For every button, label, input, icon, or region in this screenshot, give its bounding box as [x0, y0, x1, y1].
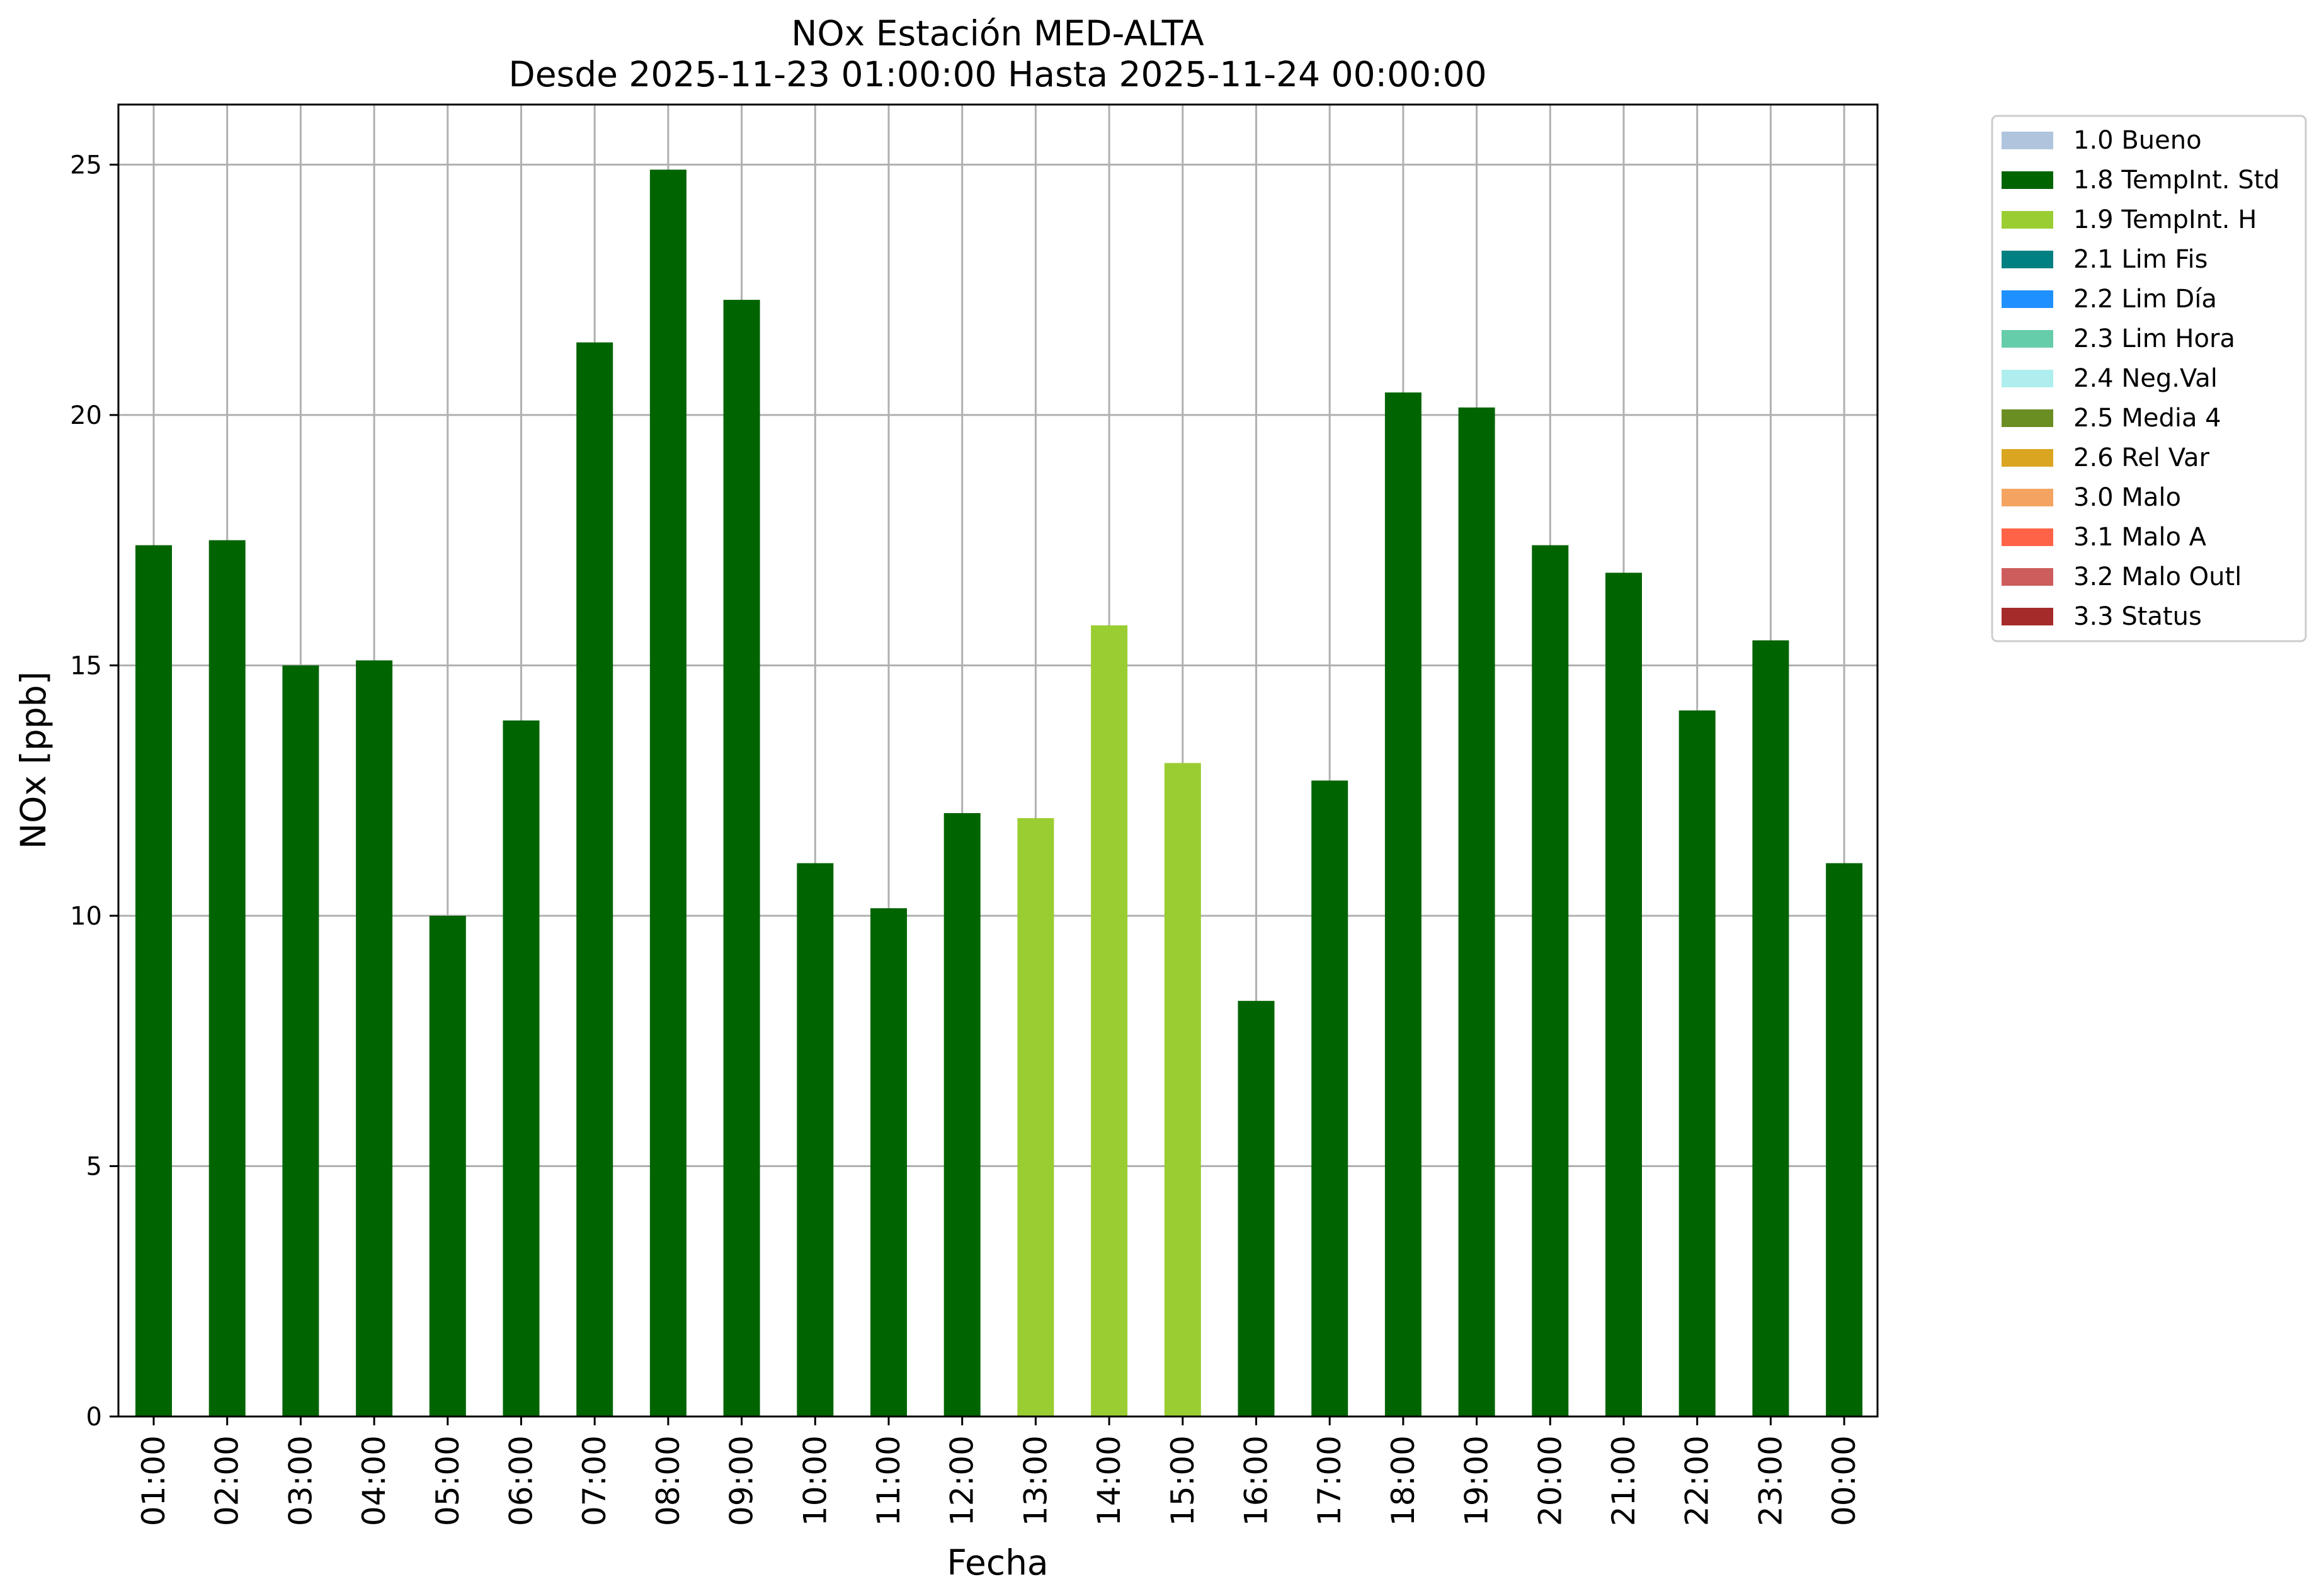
legend-label-1.0: 1.0 Bueno — [2073, 126, 2202, 155]
x-tick-label: 06:00 — [503, 1435, 540, 1526]
legend-swatch-2.1 — [2002, 251, 2053, 268]
y-axis: 0 5 10 15 20 25 — [70, 151, 118, 1432]
x-tick-label: 00:00 — [1826, 1435, 1862, 1526]
legend-swatch-2.3 — [2002, 330, 2053, 348]
bar-08:00 — [649, 169, 687, 1416]
y-tick-label: 15 — [70, 651, 102, 680]
bar-19:00 — [1458, 407, 1495, 1417]
bar-18:00 — [1384, 392, 1422, 1416]
legend-label-2.2: 2.2 Lim Día — [2073, 285, 2217, 314]
x-tick-label: 21:00 — [1605, 1435, 1642, 1526]
y-axis-label: NOx [ppb] — [13, 671, 54, 849]
y-tick-label: 20 — [70, 401, 102, 430]
x-axis-label: Fecha — [947, 1542, 1048, 1583]
legend-swatch-1.0 — [2002, 132, 2053, 149]
x-tick-label: 02:00 — [209, 1435, 246, 1526]
bar-00:00 — [1826, 863, 1863, 1416]
legend-swatch-3.0 — [2002, 489, 2053, 506]
bar-09:00 — [723, 300, 760, 1416]
x-tick-label: 09:00 — [724, 1435, 760, 1526]
x-tick-label: 23:00 — [1752, 1435, 1789, 1526]
bar-02:00 — [208, 540, 246, 1416]
y-tick-label: 5 — [86, 1152, 102, 1181]
x-tick-label: 01:00 — [135, 1435, 172, 1526]
bar-01:00 — [135, 545, 172, 1417]
legend-label-2.4: 2.4 Neg.Val — [2073, 364, 2218, 393]
bar-04:00 — [356, 660, 393, 1416]
legend-label-2.3: 2.3 Lim Hora — [2073, 324, 2235, 353]
legend-swatch-3.3 — [2002, 608, 2053, 625]
legend-frame — [1991, 115, 2307, 642]
legend-swatch-2.4 — [2002, 370, 2053, 387]
x-tick-label: 10:00 — [797, 1435, 833, 1526]
x-tick-label: 04:00 — [356, 1435, 392, 1526]
legend-label-3.2: 3.2 Malo Outl — [2073, 562, 2242, 591]
bar-22:00 — [1678, 710, 1716, 1416]
legend-label-3.1: 3.1 Malo A — [2073, 523, 2207, 552]
bar-03:00 — [282, 665, 319, 1416]
x-tick-label: 08:00 — [650, 1435, 687, 1526]
bar-07:00 — [576, 342, 613, 1417]
y-tick-label: 10 — [70, 902, 102, 931]
x-tick-label: 20:00 — [1532, 1435, 1568, 1526]
bars — [135, 169, 1863, 1417]
x-tick-label: 12:00 — [944, 1435, 981, 1526]
x-tick-label: 05:00 — [430, 1435, 466, 1526]
bar-16:00 — [1238, 1001, 1275, 1416]
legend-swatch-3.1 — [2002, 528, 2053, 546]
legend-swatch-1.9 — [2002, 211, 2053, 229]
x-tick-label: 14:00 — [1091, 1435, 1127, 1526]
x-tick-label: 17:00 — [1311, 1435, 1348, 1526]
legend-label-3.0: 3.0 Malo — [2073, 483, 2181, 512]
chart-title: NOx Estación MED-ALTA — [791, 13, 1204, 54]
bar-14:00 — [1091, 625, 1128, 1416]
legend: 1.0 Bueno 1.8 TempInt. Std 1.9 TempInt. H 2… — [1991, 115, 2307, 642]
x-tick-label: 15:00 — [1165, 1435, 1201, 1526]
x-axis: 01:00 02:00 03:00 04:00 05:00 06:00 07:00 08:00… — [135, 1416, 1862, 1526]
legend-label-1.8: 1.8 TempInt. Std — [2073, 166, 2280, 195]
bar-21:00 — [1605, 573, 1642, 1417]
bar-13:00 — [1017, 818, 1054, 1416]
legend-swatch-1.8 — [2002, 171, 2053, 189]
x-tick-label: 22:00 — [1679, 1435, 1716, 1526]
plot-area-frame — [117, 103, 1879, 1418]
y-tick-label: 0 — [86, 1403, 102, 1432]
bar-06:00 — [503, 720, 540, 1416]
legend-swatch-3.2 — [2002, 568, 2053, 586]
bar-10:00 — [797, 863, 834, 1416]
legend-swatch-2.6 — [2002, 449, 2053, 467]
x-tick-label: 11:00 — [870, 1435, 907, 1526]
x-tick-label: 07:00 — [576, 1435, 613, 1526]
bar-11:00 — [870, 908, 907, 1416]
x-tick-label: 13:00 — [1017, 1435, 1054, 1526]
legend-label-2.1: 2.1 Lim Fis — [2073, 245, 2208, 274]
chart-subtitle: Desde 2025-11-23 01:00:00 Hasta 2025-11-… — [508, 54, 1486, 94]
x-tick-label: 18:00 — [1385, 1435, 1422, 1526]
legend-label-3.3: 3.3 Status — [2073, 602, 2202, 631]
bar-15:00 — [1164, 763, 1201, 1416]
legend-label-2.6: 2.6 Rel Var — [2073, 443, 2210, 472]
y-tick-label: 25 — [70, 151, 102, 180]
x-tick-label: 03:00 — [282, 1435, 319, 1526]
legend-label-1.9: 1.9 TempInt. H — [2073, 205, 2257, 234]
x-tick-label: 19:00 — [1459, 1435, 1495, 1526]
legend-swatch-2.2 — [2002, 290, 2053, 308]
bar-23:00 — [1752, 640, 1789, 1416]
bar-12:00 — [943, 812, 981, 1416]
bar-20:00 — [1532, 545, 1569, 1417]
legend-swatch-2.5 — [2002, 409, 2053, 427]
bar-17:00 — [1311, 780, 1348, 1416]
x-tick-label: 16:00 — [1238, 1435, 1275, 1526]
bar-05:00 — [429, 915, 466, 1416]
legend-label-2.5: 2.5 Media 4 — [2073, 404, 2221, 433]
